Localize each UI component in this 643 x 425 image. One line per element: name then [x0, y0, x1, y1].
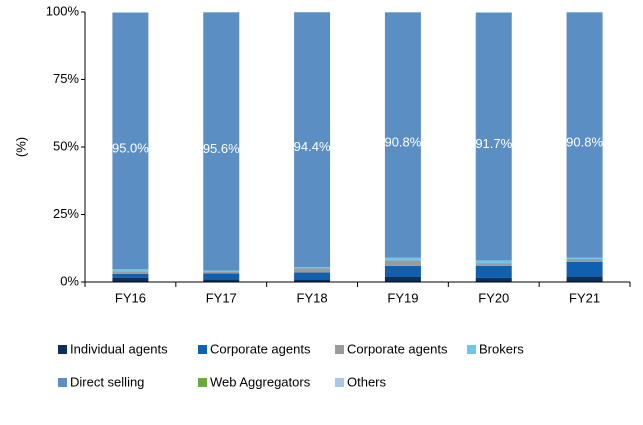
y-tick-label: 50% [53, 138, 79, 153]
bar-segment [384, 12, 421, 258]
bar-segment [112, 271, 149, 274]
bar-segment [566, 257, 603, 260]
legend-swatch [335, 345, 344, 354]
bar-segment [475, 277, 512, 282]
bar-segment [203, 272, 240, 274]
legend-swatch [335, 378, 344, 387]
x-tick-label: FY21 [569, 290, 600, 305]
x-tick-label: FY17 [206, 290, 237, 305]
data-label: 95.0% [112, 140, 149, 155]
legend-label: Individual agents [70, 341, 168, 356]
data-label: 91.7% [475, 136, 512, 151]
y-axis-label: (%) [13, 137, 28, 157]
legend-label: Web Aggregators [210, 374, 311, 389]
legend-swatch [198, 345, 207, 354]
legend-label: Corporate agents [210, 341, 311, 356]
bar-segment [203, 273, 240, 280]
data-label: 90.8% [384, 135, 421, 150]
x-tick-label: FY16 [115, 290, 146, 305]
bar-segment [294, 279, 331, 282]
bar-segment [566, 261, 603, 277]
bar-segment [384, 276, 421, 282]
x-tick-label: FY20 [478, 290, 509, 305]
bar-segment [566, 276, 603, 282]
legend-swatch [198, 378, 207, 387]
bar-segment [475, 263, 512, 266]
bar-segment [203, 270, 240, 273]
bar-segment [112, 273, 149, 278]
bar-segment [475, 265, 512, 278]
bar-segment [294, 272, 331, 280]
data-label: 95.6% [203, 141, 240, 156]
bar-segment [566, 12, 603, 258]
legend-label: Direct selling [70, 374, 144, 389]
legend-swatch [467, 345, 476, 354]
x-tick-label: FY18 [297, 290, 328, 305]
bar-segment [112, 277, 149, 282]
bar-segment [566, 259, 603, 262]
y-tick-label: 100% [46, 3, 80, 18]
bar-segment [384, 12, 421, 13]
bar-segment [475, 12, 512, 261]
legend-label: Corporate agents [347, 341, 448, 356]
legend-label: Others [347, 374, 387, 389]
data-label: 94.4% [294, 139, 331, 154]
bar-segment [294, 12, 331, 268]
legend-swatch [58, 345, 67, 354]
bar-segment [384, 260, 421, 266]
bar-segment [475, 260, 512, 264]
bar-segment [384, 257, 421, 261]
bar-segment [112, 269, 149, 272]
bar-segment [384, 265, 421, 277]
bar-segment [203, 12, 240, 271]
y-tick-label: 25% [53, 206, 79, 221]
bar-segment [475, 12, 512, 13]
legend-swatch [58, 378, 67, 387]
y-tick-label: 0% [60, 273, 79, 288]
legend-label: Brokers [479, 341, 524, 356]
x-tick-label: FY19 [387, 290, 418, 305]
bar-segment [294, 268, 331, 273]
bar-segment [112, 12, 149, 270]
bar-segment [112, 12, 149, 13]
bar-segment [566, 12, 603, 13]
bar-segment [203, 12, 240, 13]
bar-segment [203, 279, 240, 282]
bar-segment [294, 267, 331, 269]
data-label: 90.8% [566, 135, 603, 150]
y-tick-label: 75% [53, 71, 79, 86]
